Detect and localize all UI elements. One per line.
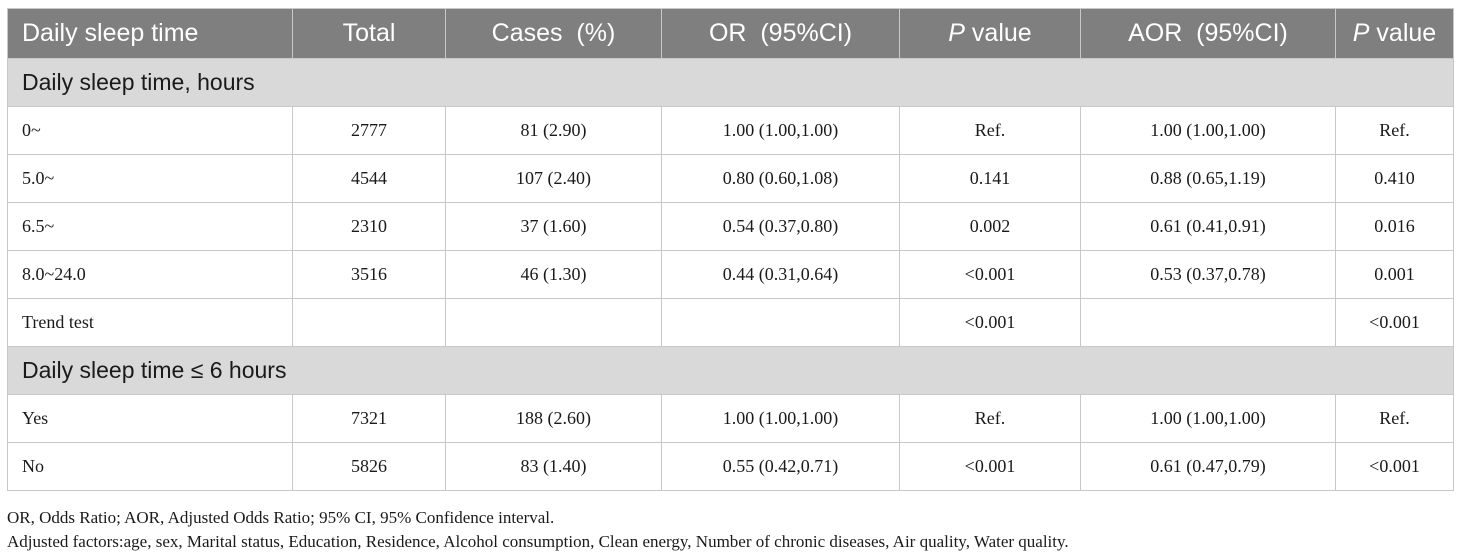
cell-total — [292, 298, 446, 347]
cell-or: 0.80 (0.60,1.08) — [661, 154, 900, 203]
cell-total: 5826 — [292, 442, 446, 491]
footnote-abbreviations: OR, Odds Ratio; AOR, Adjusted Odds Ratio… — [7, 508, 555, 527]
cell-cases: 81 (2.90) — [445, 106, 662, 155]
cell-total: 4544 — [292, 154, 446, 203]
table-row: 5.0~ 4544 107 (2.40) 0.80 (0.60,1.08) 0.… — [7, 154, 1454, 203]
header-p-value: P value — [899, 8, 1081, 59]
section-title: Daily sleep time, hours — [7, 58, 1454, 107]
cell-p: 0.002 — [899, 202, 1081, 251]
footnote-adjusted-factors: Adjusted factors:age, sex, Marital statu… — [7, 532, 1069, 551]
row-label: 6.5~ — [7, 202, 293, 251]
row-label: Trend test — [7, 298, 293, 347]
cell-p: <0.001 — [899, 298, 1081, 347]
cell-total: 3516 — [292, 250, 446, 299]
header-cases: Cases (%) — [445, 8, 662, 59]
row-label: 0~ — [7, 106, 293, 155]
table-row: No 5826 83 (1.40) 0.55 (0.42,0.71) <0.00… — [7, 442, 1454, 491]
header-ap-italic: P — [1352, 19, 1370, 47]
section-row-six-hours: Daily sleep time ≤ 6 hours — [7, 346, 1454, 395]
cell-aor: 0.61 (0.41,0.91) — [1080, 202, 1336, 251]
cell-cases: 46 (1.30) — [445, 250, 662, 299]
header-aor: AOR (95%CI) — [1080, 8, 1336, 59]
cell-or: 1.00 (1.00,1.00) — [661, 394, 900, 443]
section-title: Daily sleep time ≤ 6 hours — [7, 346, 1454, 395]
table-row: Yes 7321 188 (2.60) 1.00 (1.00,1.00) Ref… — [7, 394, 1454, 443]
results-table-container: Daily sleep time Total Cases (%) OR (95%… — [7, 8, 1454, 491]
table-footnotes: OR, Odds Ratio; AOR, Adjusted Odds Ratio… — [7, 506, 1453, 554]
row-label: Yes — [7, 394, 293, 443]
cell-ap: 0.001 — [1335, 250, 1454, 299]
cell-aor: 1.00 (1.00,1.00) — [1080, 106, 1336, 155]
cell-ap: <0.001 — [1335, 298, 1454, 347]
cell-cases: 37 (1.60) — [445, 202, 662, 251]
cell-cases: 188 (2.60) — [445, 394, 662, 443]
section-row-hours: Daily sleep time, hours — [7, 58, 1454, 107]
cell-aor: 0.88 (0.65,1.19) — [1080, 154, 1336, 203]
cell-cases: 83 (1.40) — [445, 442, 662, 491]
table-row: Trend test <0.001 <0.001 — [7, 298, 1454, 347]
cell-or: 0.55 (0.42,0.71) — [661, 442, 900, 491]
header-p-rest: value — [964, 19, 1032, 47]
cell-total: 2310 — [292, 202, 446, 251]
table-row: 8.0~24.0 3516 46 (1.30) 0.44 (0.31,0.64)… — [7, 250, 1454, 299]
header-or: OR (95%CI) — [661, 8, 900, 59]
cell-cases — [445, 298, 662, 347]
cell-p: Ref. — [899, 106, 1081, 155]
cell-or: 0.44 (0.31,0.64) — [661, 250, 900, 299]
header-ap-rest: value — [1369, 19, 1437, 47]
row-label: 8.0~24.0 — [7, 250, 293, 299]
cell-ap: <0.001 — [1335, 442, 1454, 491]
cell-ap: Ref. — [1335, 394, 1454, 443]
results-table: Daily sleep time Total Cases (%) OR (95%… — [7, 8, 1454, 491]
table-row: 0~ 2777 81 (2.90) 1.00 (1.00,1.00) Ref. … — [7, 106, 1454, 155]
cell-p: <0.001 — [899, 442, 1081, 491]
header-daily-sleep-time: Daily sleep time — [7, 8, 293, 59]
cell-or: 0.54 (0.37,0.80) — [661, 202, 900, 251]
cell-p: Ref. — [899, 394, 1081, 443]
cell-aor — [1080, 298, 1336, 347]
header-total: Total — [292, 8, 446, 59]
cell-total: 2777 — [292, 106, 446, 155]
cell-p: 0.141 — [899, 154, 1081, 203]
cell-or: 1.00 (1.00,1.00) — [661, 106, 900, 155]
row-label: 5.0~ — [7, 154, 293, 203]
header-row: Daily sleep time Total Cases (%) OR (95%… — [7, 8, 1454, 59]
cell-p: <0.001 — [899, 250, 1081, 299]
cell-aor: 0.61 (0.47,0.79) — [1080, 442, 1336, 491]
cell-ap: Ref. — [1335, 106, 1454, 155]
table-row: 6.5~ 2310 37 (1.60) 0.54 (0.37,0.80) 0.0… — [7, 202, 1454, 251]
cell-cases: 107 (2.40) — [445, 154, 662, 203]
cell-total: 7321 — [292, 394, 446, 443]
cell-or — [661, 298, 900, 347]
header-p-italic: P — [948, 19, 965, 47]
cell-aor: 0.53 (0.37,0.78) — [1080, 250, 1336, 299]
row-label: No — [7, 442, 293, 491]
cell-aor: 1.00 (1.00,1.00) — [1080, 394, 1336, 443]
cell-ap: 0.410 — [1335, 154, 1454, 203]
cell-ap: 0.016 — [1335, 202, 1454, 251]
header-adjusted-p-value: P value — [1335, 8, 1454, 59]
